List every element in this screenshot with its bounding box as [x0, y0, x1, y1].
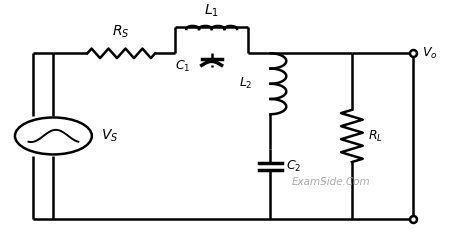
Text: $V_S$: $V_S$	[101, 128, 118, 144]
Text: $C_2$: $C_2$	[286, 159, 302, 174]
Text: $R_L$: $R_L$	[368, 128, 383, 144]
Text: $L_1$: $L_1$	[204, 2, 219, 19]
Text: $C_1$: $C_1$	[175, 59, 191, 74]
Text: $V_o$: $V_o$	[422, 46, 437, 61]
Text: $L_2$: $L_2$	[239, 76, 253, 91]
Text: ExamSide.Com: ExamSide.Com	[292, 177, 371, 187]
Text: $R_S$: $R_S$	[112, 24, 130, 40]
